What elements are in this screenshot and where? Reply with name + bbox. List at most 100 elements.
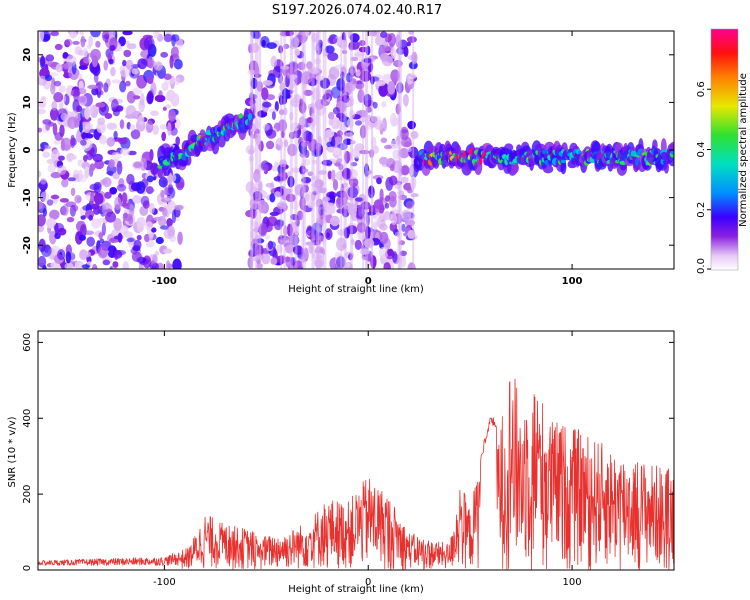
heatmap-noise-cell bbox=[305, 193, 310, 202]
heatmap-noise-cell bbox=[150, 110, 159, 117]
heatmap-noise-cell bbox=[260, 160, 270, 171]
spectrogram-x-ticks: -100 0 100 bbox=[152, 31, 583, 287]
heatmap-noise-cell bbox=[146, 188, 155, 193]
heatmap-noise-cell bbox=[174, 77, 181, 86]
colorbar: 0.0 0.2 0.4 0.6 Normalized spectral amplitu… bbox=[696, 28, 749, 274]
heatmap-noise-cell bbox=[406, 41, 411, 47]
heatmap-noise-cell bbox=[45, 54, 55, 62]
y-tick-label: 600 bbox=[22, 333, 33, 352]
heatmap-noise-cell bbox=[401, 209, 412, 222]
heatmap-noise-cell bbox=[160, 51, 169, 58]
heatmap-noise-cell bbox=[359, 248, 370, 255]
heatmap-noise-cell bbox=[153, 61, 163, 71]
heatmap-noise-cell bbox=[385, 195, 391, 202]
heatmap-noise-cell bbox=[375, 35, 385, 47]
heatmap-noise-streak bbox=[283, 31, 286, 269]
heatmap-noise-cell bbox=[379, 223, 388, 231]
heatmap-noise-cell bbox=[169, 234, 177, 243]
heatmap-noise-cell bbox=[380, 53, 389, 62]
heatmap-noise-cell bbox=[110, 66, 116, 77]
heatmap-noise-cell bbox=[66, 216, 75, 223]
heatmap-noise-cell bbox=[152, 262, 159, 269]
heatmap-noise-cell bbox=[389, 222, 398, 232]
heatmap-noise-cell bbox=[152, 124, 159, 136]
heatmap-noise-cell bbox=[116, 160, 123, 175]
colorbar-tick-label: 0.0 bbox=[696, 258, 707, 274]
x-tick-label: -100 bbox=[152, 276, 177, 287]
heatmap-noise-cell bbox=[126, 173, 135, 185]
heatmap-noise-cell bbox=[112, 261, 119, 268]
heatmap-noise-cell bbox=[270, 55, 278, 68]
colorbar-tick-label: 0.4 bbox=[696, 142, 707, 158]
y-tick-label: 20 bbox=[22, 48, 33, 62]
heatmap-noise-cell bbox=[390, 47, 397, 59]
heatmap-noise-streak bbox=[322, 31, 325, 269]
heatmap-noise-cell bbox=[356, 222, 367, 233]
heatmap-noise-cell bbox=[106, 122, 118, 130]
heatmap-noise-cell bbox=[67, 177, 76, 182]
heatmap-noise-cell bbox=[306, 61, 313, 70]
heatmap-noise-cell bbox=[400, 165, 410, 176]
heatmap-noise-cell bbox=[118, 137, 128, 145]
heatmap-noise-cell bbox=[119, 119, 125, 130]
heatmap-noise-streak bbox=[303, 31, 306, 269]
heatmap-noise-cell bbox=[62, 63, 73, 70]
heatmap-noise-cell bbox=[38, 108, 46, 115]
heatmap-signal-halo bbox=[185, 154, 192, 166]
heatmap-noise-cell bbox=[131, 68, 139, 75]
heatmap-noise-cell bbox=[90, 191, 95, 205]
heatmap-noise-streak bbox=[301, 31, 304, 269]
heatmap-noise-cell bbox=[129, 203, 135, 217]
heatmap-noise-cell bbox=[152, 254, 158, 264]
heatmap-noise-cell bbox=[113, 218, 122, 231]
heatmap-noise-cell bbox=[387, 81, 396, 95]
heatmap-noise-cell bbox=[111, 229, 121, 237]
heatmap-noise-cell bbox=[92, 263, 98, 269]
heatmap-noise-cell bbox=[391, 207, 398, 214]
heatmap-noise-cell bbox=[126, 237, 135, 243]
heatmap-noise-cell bbox=[353, 145, 361, 159]
heatmap-noise-cell bbox=[145, 240, 155, 248]
heatmap-noise-cell bbox=[142, 200, 150, 209]
heatmap-noise-cell bbox=[70, 187, 76, 197]
heatmap-noise-cell bbox=[84, 123, 94, 130]
heatmap-noise-cell bbox=[87, 105, 94, 115]
heatmap-noise-cell bbox=[103, 82, 109, 93]
heatmap-noise-cell bbox=[378, 246, 389, 259]
snr-y-ticks: 0 200 400 600 bbox=[22, 333, 674, 571]
heatmap-noise-cell bbox=[384, 144, 392, 150]
heatmap-noise-cell bbox=[82, 47, 88, 58]
heatmap-noise-cell bbox=[51, 100, 58, 111]
heatmap-noise-cell bbox=[355, 69, 361, 77]
heatmap-noise-cell bbox=[169, 55, 174, 69]
heatmap-noise-cell bbox=[148, 202, 155, 214]
heatmap-noise-cell bbox=[38, 170, 42, 178]
heatmap-noise-cell bbox=[327, 36, 338, 45]
heatmap-noise-cell bbox=[265, 182, 275, 188]
x-tick-label: 0 bbox=[365, 577, 371, 588]
heatmap-noise-cell bbox=[392, 251, 398, 263]
heatmap-noise-cell bbox=[77, 96, 86, 103]
heatmap-noise-streak bbox=[340, 31, 343, 269]
heatmap-noise-cell bbox=[136, 234, 142, 241]
heatmap-noise-cell bbox=[324, 202, 335, 215]
heatmap-noise-cell bbox=[114, 250, 119, 261]
heatmap-noise-cell bbox=[125, 59, 134, 70]
heatmap-noise-cell bbox=[112, 108, 120, 117]
heatmap-noise-cell bbox=[151, 227, 157, 233]
heatmap-noise-cell bbox=[407, 188, 413, 194]
heatmap-noise-cell bbox=[172, 34, 180, 42]
heatmap-noise-cell bbox=[91, 55, 98, 68]
snr-panel: -100 0 100 0 200 400 600 Height of straight l… bbox=[7, 330, 675, 595]
heatmap-noise-cell bbox=[332, 179, 339, 191]
heatmap-noise-cell bbox=[381, 101, 387, 108]
heatmap-noise-cell bbox=[406, 75, 414, 85]
heatmap-noise-cell bbox=[410, 193, 419, 198]
heatmap-noise-cell bbox=[98, 232, 103, 240]
heatmap-noise-cell bbox=[40, 191, 50, 203]
heatmap-noise-cell bbox=[119, 66, 125, 72]
heatmap-noise-cell bbox=[83, 154, 88, 162]
heatmap-noise-cell bbox=[147, 56, 155, 69]
heatmap-noise-cell bbox=[91, 87, 99, 96]
